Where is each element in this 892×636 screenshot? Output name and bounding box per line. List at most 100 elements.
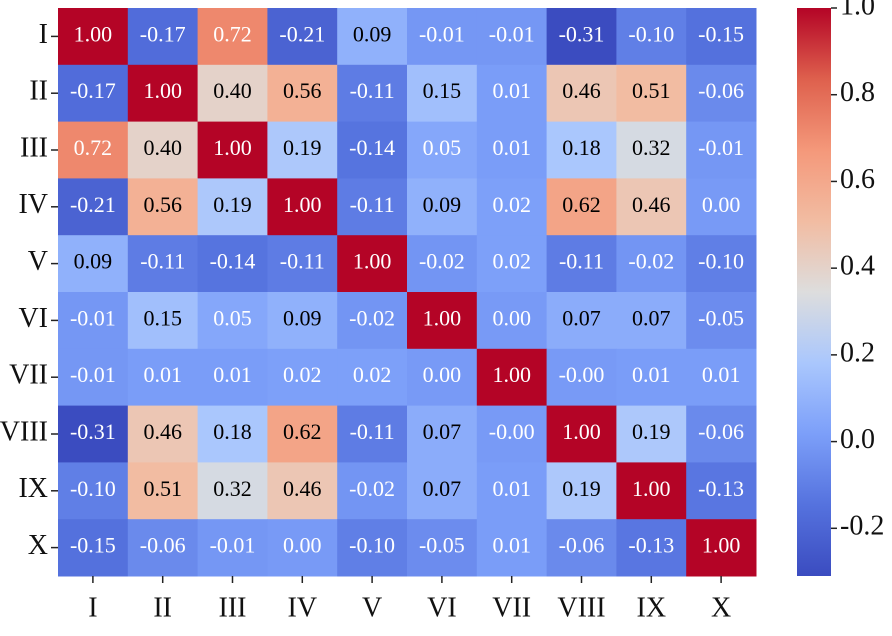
heatmap-cell [267, 348, 338, 407]
x-tick-label: V [362, 592, 382, 623]
cell-label: -0.02 [419, 249, 465, 274]
heatmap-cell [337, 519, 408, 577]
heatmap-cell [616, 292, 687, 350]
heatmap-cell [58, 348, 129, 407]
heatmap-cell [616, 235, 687, 293]
x-tick-label: VIII [557, 592, 605, 623]
cell-label: 0.09 [74, 249, 113, 274]
heatmap-cell [127, 292, 199, 350]
heatmap-cell [267, 235, 338, 293]
cell-label: -0.11 [559, 249, 604, 274]
cell-label: -0.10 [698, 249, 744, 274]
cell-label: -0.01 [210, 533, 256, 558]
cell-label: -0.10 [628, 21, 674, 46]
cell-label: 0.72 [74, 135, 113, 160]
heatmap-cell [58, 64, 129, 123]
heatmap-cell [127, 8, 199, 66]
cell-label: 0.15 [143, 305, 182, 330]
heatmap-cell [407, 348, 478, 407]
cell-label: -0.17 [140, 21, 186, 46]
cell-label: -0.21 [70, 192, 116, 217]
heatmap-cell [616, 462, 687, 520]
x-tick-label: III [219, 592, 247, 623]
heatmap-cell [337, 348, 408, 407]
heatmap-cell [337, 8, 408, 66]
cell-label: 0.02 [492, 249, 531, 274]
cell-label: 0.46 [143, 419, 182, 444]
heatmap-cell [267, 121, 338, 179]
x-tick-label: IX [637, 592, 667, 623]
cell-label: 1.00 [492, 362, 531, 387]
x-tick-label: IV [288, 592, 318, 623]
heatmap-cell [337, 64, 408, 123]
cell-label: 0.56 [283, 78, 322, 103]
cell-label: 0.18 [213, 419, 252, 444]
heatmap-cell [546, 8, 617, 66]
cell-label: 0.19 [283, 135, 322, 160]
cell-label: -0.10 [70, 476, 116, 501]
cell-label: 1.00 [283, 192, 322, 217]
heatmap-cell [476, 121, 548, 179]
cell-label: -0.13 [628, 533, 674, 558]
cell-label: 1.00 [702, 533, 741, 558]
heatmap-cell [546, 405, 617, 463]
cell-label: 0.62 [562, 192, 601, 217]
cell-label: 1.00 [562, 419, 601, 444]
cell-label: -0.17 [70, 78, 116, 103]
heatmap-cell [616, 64, 687, 123]
cell-label: 0.07 [562, 305, 601, 330]
heatmap-cell [267, 405, 338, 463]
heatmap-cell [337, 405, 408, 463]
heatmap-cell [686, 462, 757, 520]
cell-label: -0.00 [559, 362, 605, 387]
heatmap-cell [197, 121, 268, 179]
cell-label: 0.72 [213, 21, 252, 46]
heatmap-cell [476, 64, 548, 123]
y-tick-label: IX [18, 473, 48, 504]
heatmap-cell [686, 121, 757, 179]
cell-label: 0.01 [143, 362, 182, 387]
heatmap-cell [58, 519, 129, 577]
cell-label: 1.00 [632, 476, 671, 501]
heatmap-cell [127, 462, 199, 520]
heatmap-cell [546, 348, 617, 407]
cell-label: -0.11 [350, 78, 395, 103]
cell-label: 1.00 [213, 135, 252, 160]
y-tick-label: VIII [0, 416, 48, 447]
heatmap-cell [267, 519, 338, 577]
heatmap-cell [686, 519, 757, 577]
cell-label: 0.19 [213, 192, 252, 217]
heatmap-cell [407, 178, 478, 236]
heatmap-cell [616, 519, 687, 577]
heatmap-cell [337, 121, 408, 179]
heatmap-cell [267, 178, 338, 236]
heatmap-cell [337, 292, 408, 350]
y-tick-label: V [28, 246, 48, 277]
cell-label: -0.10 [349, 533, 395, 558]
cell-label: -0.31 [70, 419, 116, 444]
colorbar-tick-label: 0.8 [840, 77, 875, 108]
y-tick-label: I [39, 19, 48, 50]
heatmap-cell [58, 292, 129, 350]
cell-label: 0.51 [143, 476, 182, 501]
heatmap-cell [476, 178, 548, 236]
heatmap-cell [267, 64, 338, 123]
heatmap-cell [127, 121, 199, 179]
heatmap-cell [407, 235, 478, 293]
cell-label: 0.09 [423, 192, 462, 217]
cell-label: -0.02 [628, 249, 674, 274]
x-tick-label: II [153, 592, 172, 623]
heatmap-cell [58, 8, 129, 66]
cell-label: 0.15 [423, 78, 462, 103]
heatmap-cell [197, 462, 268, 520]
cell-label: -0.02 [349, 476, 395, 501]
heatmap-cell [476, 292, 548, 350]
heatmap-cell [197, 348, 268, 407]
heatmap-cell [686, 8, 757, 66]
cell-label: -0.21 [279, 21, 325, 46]
heatmap-cell [407, 405, 478, 463]
cell-label: 0.46 [283, 476, 322, 501]
colorbar-tick-label: -0.2 [840, 511, 884, 542]
heatmap-cell [407, 292, 478, 350]
